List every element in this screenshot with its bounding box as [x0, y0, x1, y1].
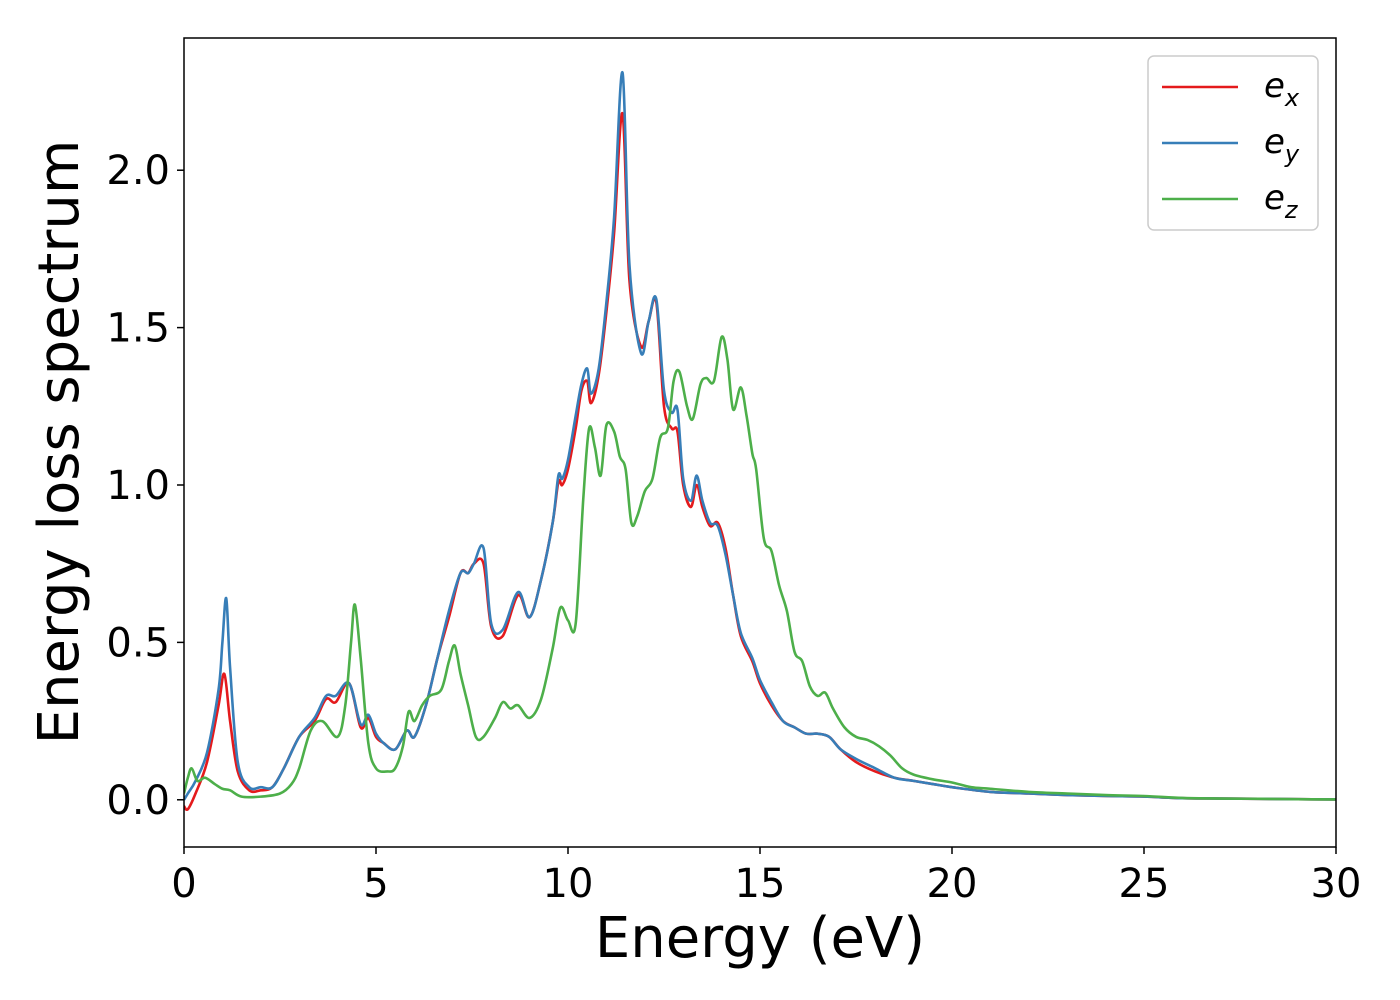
y-axis-ticks: 0.0 0.5 1.0 1.5 2.0	[106, 148, 184, 824]
legend: ex ey ez	[1147, 55, 1319, 231]
x-tick-label: 10	[543, 861, 594, 907]
plot-area	[184, 38, 1336, 847]
series-line-z	[184, 335, 1336, 801]
y-tick-label: 1.0	[106, 463, 170, 509]
x-tick-label: 0	[171, 861, 196, 907]
legend-label-x: ex	[1264, 66, 1300, 112]
y-tick-label: 1.5	[106, 306, 170, 352]
x-tick-label: 15	[735, 861, 786, 907]
y-tick-label: 2.0	[106, 148, 170, 194]
x-tick-label: 5	[363, 861, 388, 907]
y-axis-label: Energy loss spectrum	[27, 140, 92, 745]
x-axis-label: Energy (eV)	[595, 906, 925, 971]
legend-label-y: ey	[1264, 122, 1300, 168]
x-axis-ticks: 0 5 10 15 20 25 30	[171, 847, 1361, 907]
x-tick-label: 25	[1119, 861, 1170, 907]
legend-label-z: ez	[1264, 178, 1299, 224]
x-tick-label: 30	[1311, 861, 1362, 907]
series-line-y	[184, 71, 1336, 801]
y-tick-label: 0.5	[106, 620, 170, 666]
series-layer	[184, 71, 1336, 812]
legend-items: ex ey ez	[1162, 66, 1300, 224]
y-tick-label: 0.0	[106, 778, 170, 824]
x-tick-label: 20	[927, 861, 978, 907]
